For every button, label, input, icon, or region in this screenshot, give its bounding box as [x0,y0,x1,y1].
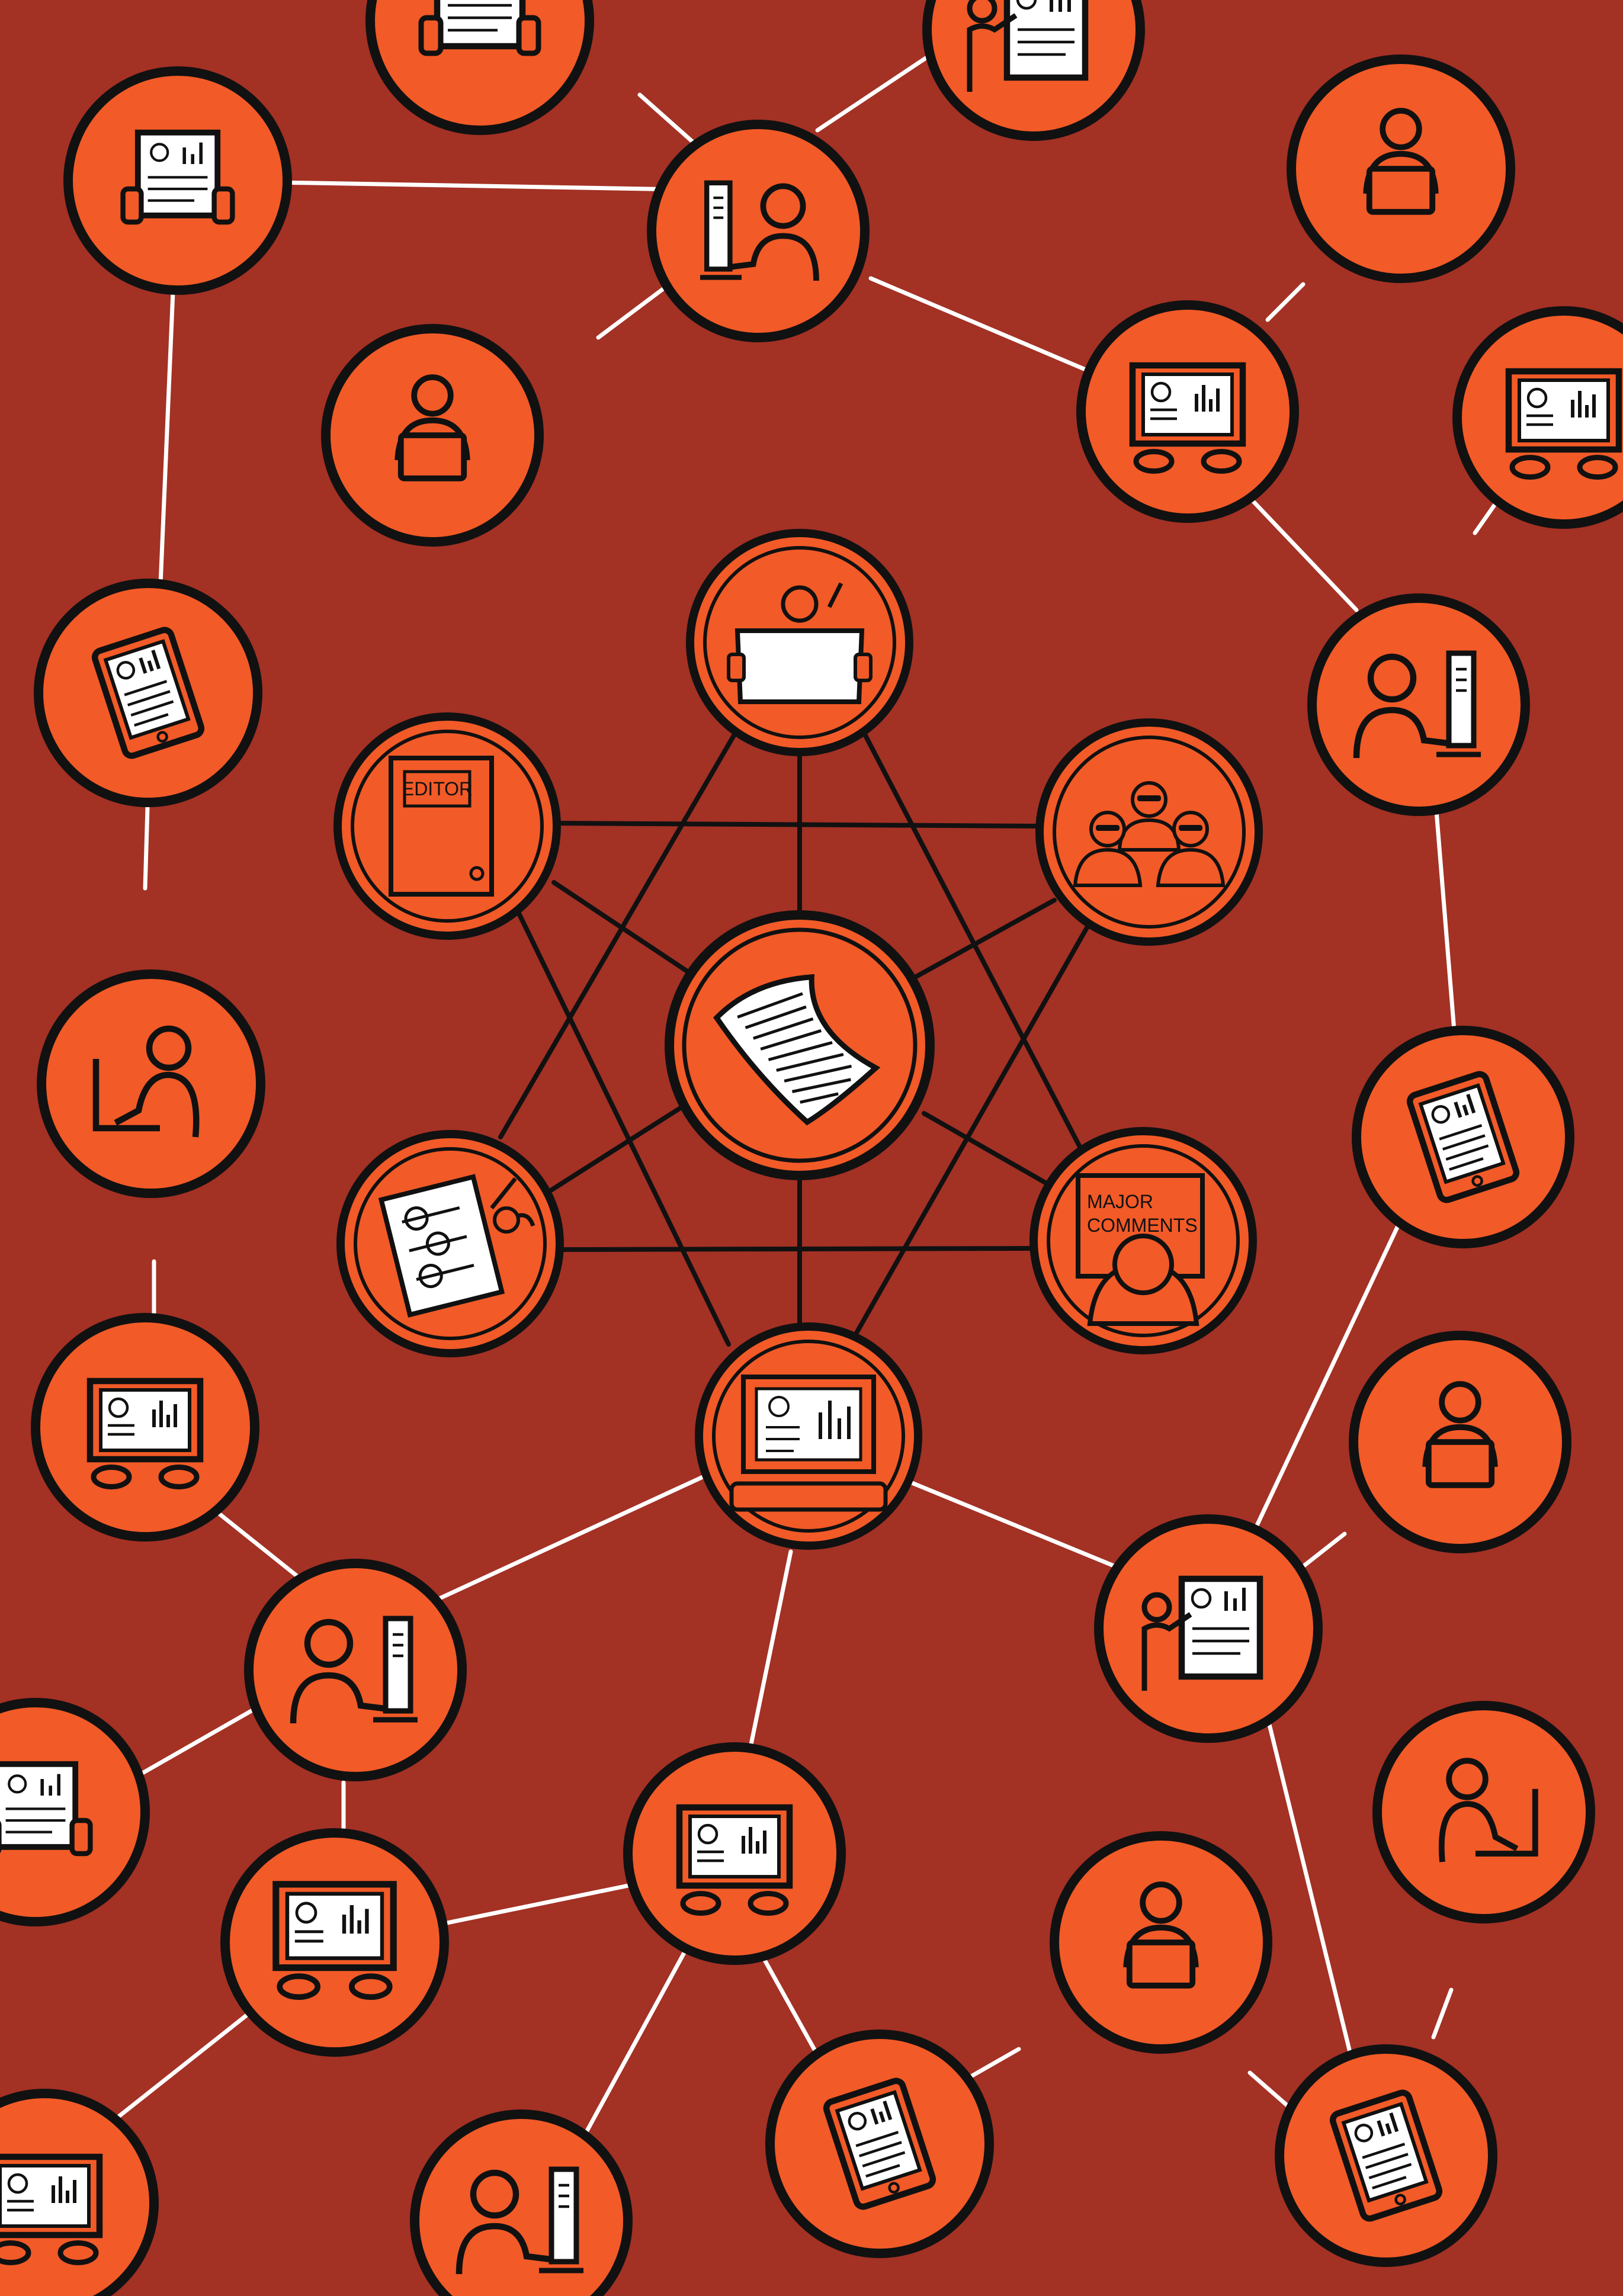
review-node-reader [686,529,913,756]
outer-node-side-laptop [647,120,870,342]
link [1265,1715,1359,2081]
outer-node-tablet [765,2030,994,2258]
link [436,1881,642,1927]
outer-node-person-laptop [321,324,544,547]
link [549,1105,684,1193]
outer-node-presenter-top [922,0,1145,141]
link [551,880,689,974]
link [1434,809,1457,1033]
review-node-manuscript-hub [665,910,935,1180]
link [1265,282,1306,322]
outer-node-reader-top [365,0,594,135]
outer-node-holding-doc [63,66,292,295]
link [436,1472,710,1601]
outer-node-large-monitor [220,1828,449,2057]
link [747,1549,793,1755]
link [1431,1987,1454,2040]
link [134,1703,263,1779]
outer-node-holding-doc [0,1698,150,1926]
outer-node-typing [1372,1701,1595,1923]
link [513,904,731,1347]
link [756,1946,820,2057]
major-comments-line2: COMMENTS [1087,1215,1198,1236]
review-node-annotated-paper [336,1130,564,1357]
review-node-monitor [695,1322,922,1550]
link [557,1246,1036,1252]
link [922,1111,1051,1187]
link [1253,1224,1400,1530]
link [637,92,695,144]
link [848,910,1098,1347]
link [1301,1531,1347,1569]
review-node-editor-door: EDITOR [333,712,561,940]
link [104,2011,251,2128]
link [868,276,1110,381]
outer-node-monitor [1076,300,1299,523]
link [1242,489,1359,612]
outer-node-monitor [0,2089,159,2296]
link [584,1934,695,2134]
review-node-major-comments: MAJOR COMMENTS [1029,1127,1257,1354]
link [904,1478,1125,1572]
link [596,282,672,340]
outer-node-side-laptop [410,2109,633,2296]
outer-node-person-laptop [1287,54,1515,283]
review-network-links [498,732,1098,1347]
outer-node-side-laptop [244,1559,467,1781]
outer-node-monitor [31,1313,259,1542]
outer-node-person-laptop [1050,1831,1272,2054]
outer-node-presenter [1094,1514,1323,1743]
outer-node-side-laptop [1307,593,1530,816]
outer-node-monitor [1452,306,1623,529]
outer-node-monitor [623,1742,846,1965]
outer-node-tablet [1352,1026,1574,1248]
link [913,898,1057,980]
editor-door-label: EDITOR [402,778,473,799]
link [498,732,737,1139]
outer-node-typing [37,969,265,1198]
outer-node-tablet [34,579,262,807]
major-comments-line1: MAJOR [1087,1191,1153,1212]
outer-node-person-laptop [1349,1331,1571,1553]
link [205,1502,299,1578]
review-node-reviewers [1035,718,1263,946]
manuscript-icon [713,974,881,1126]
outer-node-tablet [1275,2044,1497,2267]
